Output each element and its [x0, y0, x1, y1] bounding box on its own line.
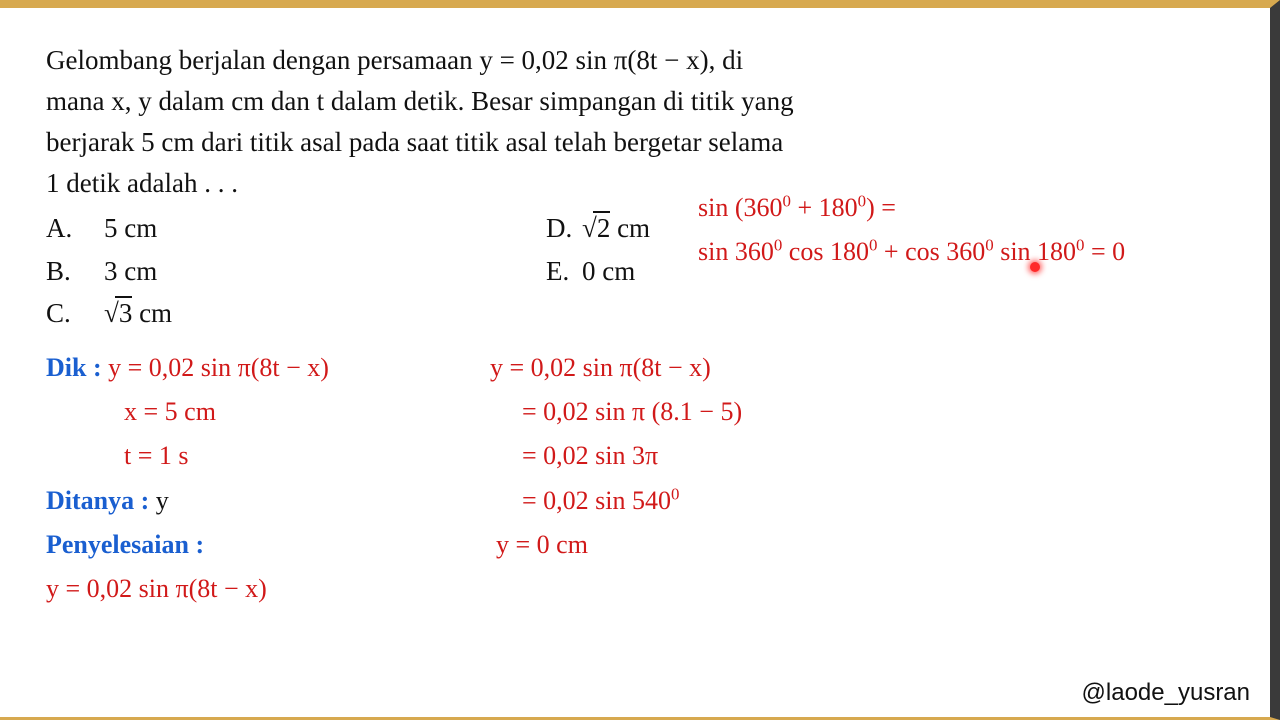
opt-d-unit: cm [610, 213, 650, 243]
identity-block: sin (3600 + 1800) = sin 3600 cos 1800 + … [698, 186, 1125, 274]
sol-2: = 0,02 sin π (8.1 − 5) [490, 390, 742, 434]
sol-4: = 0,02 sin 5400 [490, 479, 742, 523]
sol-4-deg: 0 [671, 484, 679, 503]
q-line2: mana x, y dalam cm dan t dalam detik. Be… [46, 81, 926, 122]
peny-eq: y = 0,02 sin π(8t − x) [46, 567, 329, 611]
given-x: x = 5 cm [46, 390, 329, 434]
id2d3: 0 [985, 236, 993, 255]
question-text: Gelombang berjalan dengan persamaan y = … [46, 40, 926, 204]
id1d1: 0 [783, 191, 791, 210]
option-e: E. 0 cm [546, 251, 650, 292]
sol-1: y = 0,02 sin π(8t − x) [490, 346, 742, 390]
id-line2: sin 3600 cos 1800 + cos 3600 sin 1800 = … [698, 230, 1125, 274]
options-col2: D. √2 cm E. 0 cm [546, 208, 650, 293]
options-col1: A. 5 cm B. 3 cm C. √3 cm [46, 208, 172, 336]
id2a: sin 360 [698, 237, 774, 266]
given-block: Dik : y = 0,02 sin π(8t − x) x = 5 cm t … [46, 346, 329, 611]
opt-b-text: 3 cm [104, 251, 157, 292]
opt-d-text: √2 cm [582, 208, 650, 249]
ditanya-val: y [156, 486, 169, 515]
dik-label: Dik : [46, 353, 102, 382]
opt-c-text: √3 cm [104, 293, 172, 334]
ditanya-row: Ditanya : y [46, 479, 329, 523]
q-line1: Gelombang berjalan dengan persamaan y = … [46, 40, 926, 81]
opt-c-unit: cm [132, 298, 172, 328]
opt-letter-e: E. [546, 251, 582, 292]
option-c: C. √3 cm [46, 293, 172, 334]
sqrt-sym-c: √ [104, 298, 119, 328]
ditanya-label: Ditanya : [46, 486, 149, 515]
dik-eq: y = 0,02 sin π(8t − x) [108, 353, 329, 382]
dik-row: Dik : y = 0,02 sin π(8t − x) [46, 346, 329, 390]
option-a: A. 5 cm [46, 208, 172, 249]
sol-5: y = 0 cm [490, 523, 742, 567]
id1c: ) = [866, 193, 896, 222]
id1b: + 180 [791, 193, 858, 222]
id-line1: sin (3600 + 1800) = [698, 186, 1125, 230]
sqrt-sym-d: √ [582, 213, 597, 243]
sol-3: = 0,02 sin 3π [490, 434, 742, 478]
solution-block: y = 0,02 sin π(8t − x) = 0,02 sin π (8.1… [490, 346, 742, 567]
option-b: B. 3 cm [46, 251, 172, 292]
opt-e-text: 0 cm [582, 251, 635, 292]
id1d2: 0 [858, 191, 866, 210]
sol-4a: = 0,02 sin 540 [522, 486, 671, 515]
q-line3: berjarak 5 cm dari titik asal pada saat … [46, 122, 926, 163]
id2b: cos 180 [782, 237, 869, 266]
peny-label: Penyelesaian : [46, 523, 329, 567]
opt-letter-c: C. [46, 293, 104, 334]
opt-letter-a: A. [46, 208, 104, 249]
credit-text: @laode_yusran [1082, 679, 1250, 707]
id1a: sin (360 [698, 193, 783, 222]
option-d: D. √2 cm [546, 208, 650, 249]
id2c: + cos 360 [877, 237, 985, 266]
given-t: t = 1 s [46, 434, 329, 478]
opt-letter-d: D. [546, 208, 582, 249]
opt-a-text: 5 cm [104, 208, 157, 249]
sqrt-val-d: 2 [597, 213, 611, 243]
sqrt-val-c: 3 [119, 298, 133, 328]
opt-letter-b: B. [46, 251, 104, 292]
id2e: = 0 [1085, 237, 1126, 266]
id2d4: 0 [1076, 236, 1084, 255]
laser-pointer-icon [1030, 262, 1040, 272]
